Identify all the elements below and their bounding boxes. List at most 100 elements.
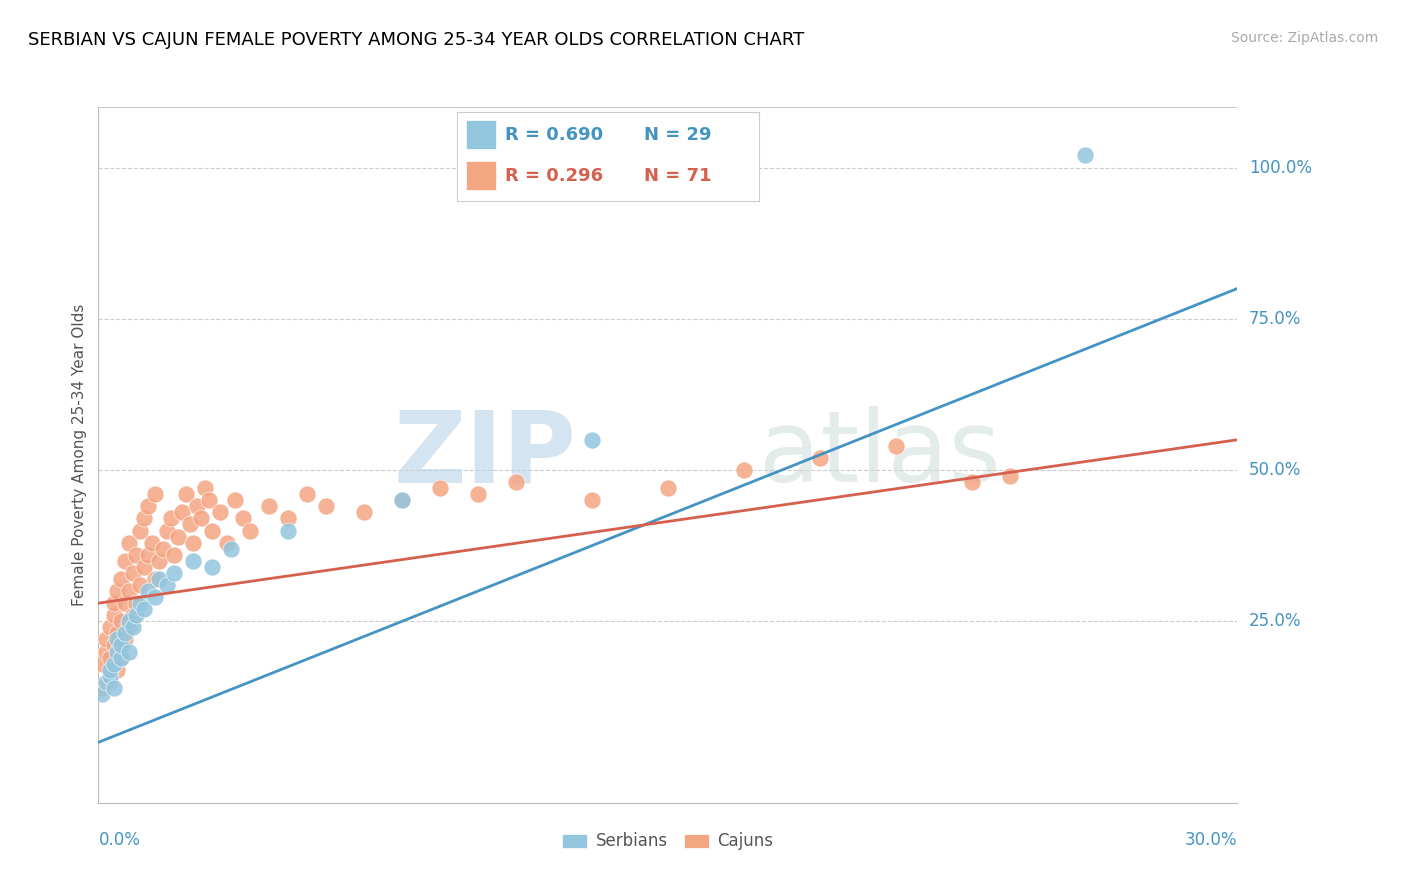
- Point: [221, 541, 243, 556]
- Point: [232, 511, 254, 525]
- Point: [118, 535, 141, 549]
- Point: [129, 596, 152, 610]
- Point: [183, 554, 205, 568]
- Point: [94, 674, 117, 689]
- Point: [277, 511, 299, 525]
- Point: [107, 644, 129, 658]
- Point: [121, 566, 143, 580]
- Point: [107, 626, 129, 640]
- Point: [194, 481, 217, 495]
- Point: [156, 524, 179, 538]
- Point: [132, 602, 155, 616]
- Point: [136, 500, 159, 514]
- Point: [467, 487, 489, 501]
- Point: [733, 463, 755, 477]
- Text: atlas: atlas: [759, 407, 1001, 503]
- Legend: Serbians, Cajuns: Serbians, Cajuns: [555, 826, 780, 857]
- Point: [132, 559, 155, 574]
- Point: [657, 481, 679, 495]
- Text: N = 29: N = 29: [644, 126, 711, 144]
- Text: 100.0%: 100.0%: [1249, 159, 1312, 177]
- Point: [91, 657, 114, 671]
- Point: [145, 590, 167, 604]
- Point: [107, 663, 129, 677]
- Point: [208, 505, 231, 519]
- Point: [170, 505, 193, 519]
- Point: [129, 524, 152, 538]
- Point: [91, 681, 114, 695]
- Point: [505, 475, 527, 490]
- Point: [581, 433, 603, 447]
- Text: 75.0%: 75.0%: [1249, 310, 1301, 327]
- Point: [125, 608, 148, 623]
- Point: [167, 530, 190, 544]
- Point: [145, 487, 167, 501]
- Point: [103, 596, 125, 610]
- Point: [103, 639, 125, 653]
- Point: [174, 487, 197, 501]
- Point: [152, 541, 174, 556]
- Point: [190, 511, 212, 525]
- Point: [297, 487, 319, 501]
- Point: [110, 650, 132, 665]
- Point: [884, 439, 907, 453]
- Point: [136, 584, 159, 599]
- Point: [110, 650, 132, 665]
- Text: Source: ZipAtlas.com: Source: ZipAtlas.com: [1230, 31, 1378, 45]
- Point: [91, 687, 114, 701]
- Text: R = 0.690: R = 0.690: [505, 126, 603, 144]
- Point: [94, 644, 117, 658]
- Point: [391, 493, 413, 508]
- Point: [129, 578, 152, 592]
- Point: [103, 657, 125, 671]
- Text: ZIP: ZIP: [394, 407, 576, 503]
- Point: [179, 517, 201, 532]
- Point: [121, 620, 143, 634]
- Point: [148, 572, 170, 586]
- Point: [110, 615, 132, 629]
- Point: [581, 493, 603, 508]
- Point: [163, 566, 186, 580]
- Point: [315, 500, 337, 514]
- Text: R = 0.296: R = 0.296: [505, 167, 603, 185]
- Point: [259, 500, 281, 514]
- Point: [141, 535, 163, 549]
- Point: [239, 524, 262, 538]
- Point: [121, 608, 143, 623]
- Point: [217, 535, 239, 549]
- Point: [136, 548, 159, 562]
- Point: [159, 511, 181, 525]
- Text: 25.0%: 25.0%: [1249, 612, 1301, 631]
- Point: [110, 572, 132, 586]
- Point: [125, 596, 148, 610]
- Point: [808, 450, 831, 465]
- Point: [197, 493, 219, 508]
- Point: [107, 584, 129, 599]
- Point: [103, 681, 125, 695]
- Point: [98, 620, 121, 634]
- Point: [98, 669, 121, 683]
- Text: N = 71: N = 71: [644, 167, 711, 185]
- Point: [118, 644, 141, 658]
- Point: [110, 639, 132, 653]
- Point: [103, 608, 125, 623]
- Point: [114, 554, 136, 568]
- Point: [224, 493, 246, 508]
- Bar: [465, 120, 496, 149]
- Point: [98, 674, 121, 689]
- Y-axis label: Female Poverty Among 25-34 Year Olds: Female Poverty Among 25-34 Year Olds: [72, 304, 87, 606]
- Point: [114, 626, 136, 640]
- Point: [132, 511, 155, 525]
- Point: [391, 493, 413, 508]
- Point: [960, 475, 983, 490]
- Point: [156, 578, 179, 592]
- Bar: [465, 161, 496, 190]
- Point: [186, 500, 208, 514]
- Point: [201, 524, 224, 538]
- Point: [94, 632, 117, 647]
- Text: 30.0%: 30.0%: [1185, 830, 1237, 848]
- Point: [163, 548, 186, 562]
- Point: [114, 632, 136, 647]
- Point: [183, 535, 205, 549]
- Point: [118, 620, 141, 634]
